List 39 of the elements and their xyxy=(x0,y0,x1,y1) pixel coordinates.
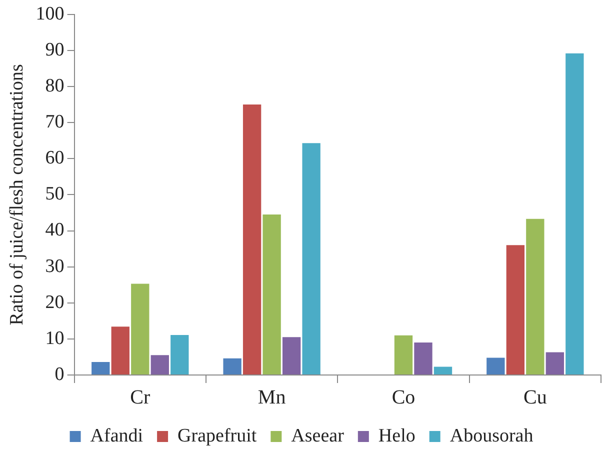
legend-label: Abousorah xyxy=(450,425,534,446)
bar xyxy=(111,326,130,374)
bar xyxy=(262,214,281,374)
x-tick-label: Mn xyxy=(258,386,286,408)
legend-label: Aseear xyxy=(291,425,345,446)
bar xyxy=(414,342,432,374)
bar xyxy=(242,104,262,374)
bar xyxy=(92,362,110,374)
y-tick-label: 40 xyxy=(45,220,64,241)
bar xyxy=(150,355,169,374)
bar xyxy=(434,366,452,374)
x-tick-label: Cr xyxy=(130,386,150,408)
bar xyxy=(566,53,584,374)
x-tick-label: Co xyxy=(392,386,416,408)
y-tick-label: 80 xyxy=(45,76,64,97)
y-tick-label: 20 xyxy=(45,292,64,313)
x-tick-label: Cu xyxy=(523,386,547,408)
y-tick-label: 60 xyxy=(45,148,64,169)
bar xyxy=(506,245,524,374)
y-tick-label: 50 xyxy=(45,184,64,205)
bar xyxy=(546,352,564,374)
legend-label: Helo xyxy=(378,425,416,446)
bar xyxy=(223,358,242,374)
y-tick-label: 30 xyxy=(45,256,64,277)
bar xyxy=(302,143,320,374)
bar xyxy=(394,335,413,374)
bar xyxy=(131,284,150,374)
y-tick-label: 0 xyxy=(54,364,64,385)
bar xyxy=(526,218,544,374)
legend-label: Grapefruit xyxy=(178,425,258,446)
y-tick-label: 90 xyxy=(45,39,64,60)
y-tick-label: 10 xyxy=(45,328,64,349)
y-tick-label: 70 xyxy=(45,112,64,133)
legend-label: Afandi xyxy=(90,425,144,446)
y-tick-label: 100 xyxy=(36,3,64,24)
bar xyxy=(170,334,189,374)
bar xyxy=(486,358,505,374)
y-axis-title: Ratio of juice/flesh concentrations xyxy=(6,64,28,326)
bar xyxy=(282,337,301,374)
